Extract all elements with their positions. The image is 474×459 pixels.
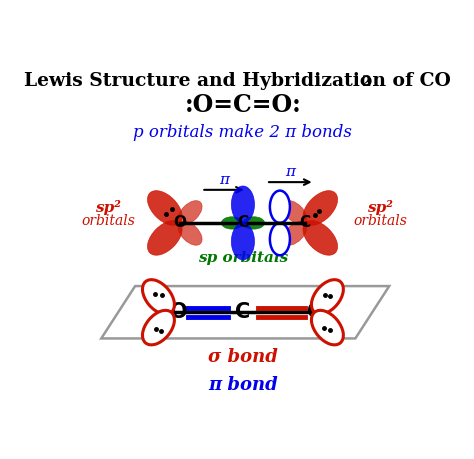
Text: sp orbitals: sp orbitals xyxy=(198,252,288,265)
Ellipse shape xyxy=(147,190,182,225)
Text: p orbitals make 2 π bonds: p orbitals make 2 π bonds xyxy=(134,123,352,140)
Ellipse shape xyxy=(243,217,264,229)
Text: sp²: sp² xyxy=(95,200,121,215)
Polygon shape xyxy=(101,286,389,338)
Ellipse shape xyxy=(303,190,337,225)
Text: C: C xyxy=(300,215,311,230)
Text: σ: σ xyxy=(276,230,287,245)
Ellipse shape xyxy=(143,280,174,314)
Ellipse shape xyxy=(221,217,243,229)
Ellipse shape xyxy=(311,280,343,314)
Text: orbitals: orbitals xyxy=(353,214,407,229)
Ellipse shape xyxy=(143,310,174,345)
Text: sp²: sp² xyxy=(367,200,393,215)
Ellipse shape xyxy=(178,221,202,245)
Text: π: π xyxy=(219,173,228,187)
Text: Lewis Structure and Hybridization of CO: Lewis Structure and Hybridization of CO xyxy=(24,72,451,90)
Text: σ bond: σ bond xyxy=(208,348,278,366)
Text: :O=C=O:: :O=C=O: xyxy=(184,93,301,117)
Ellipse shape xyxy=(303,221,337,255)
Ellipse shape xyxy=(311,310,343,345)
Ellipse shape xyxy=(283,201,307,224)
Text: 2: 2 xyxy=(361,75,370,89)
Ellipse shape xyxy=(270,223,290,255)
Text: π bond: π bond xyxy=(208,375,278,394)
Text: C: C xyxy=(235,302,251,322)
Text: orbitals: orbitals xyxy=(81,214,135,229)
Ellipse shape xyxy=(178,201,202,224)
Ellipse shape xyxy=(270,190,290,223)
Text: O: O xyxy=(173,215,186,230)
Text: O: O xyxy=(170,302,188,322)
Ellipse shape xyxy=(231,223,255,260)
Ellipse shape xyxy=(231,186,255,223)
Text: O: O xyxy=(307,302,325,322)
Ellipse shape xyxy=(147,221,182,255)
Text: C: C xyxy=(237,215,248,230)
Ellipse shape xyxy=(283,221,307,245)
Text: π: π xyxy=(285,165,295,179)
